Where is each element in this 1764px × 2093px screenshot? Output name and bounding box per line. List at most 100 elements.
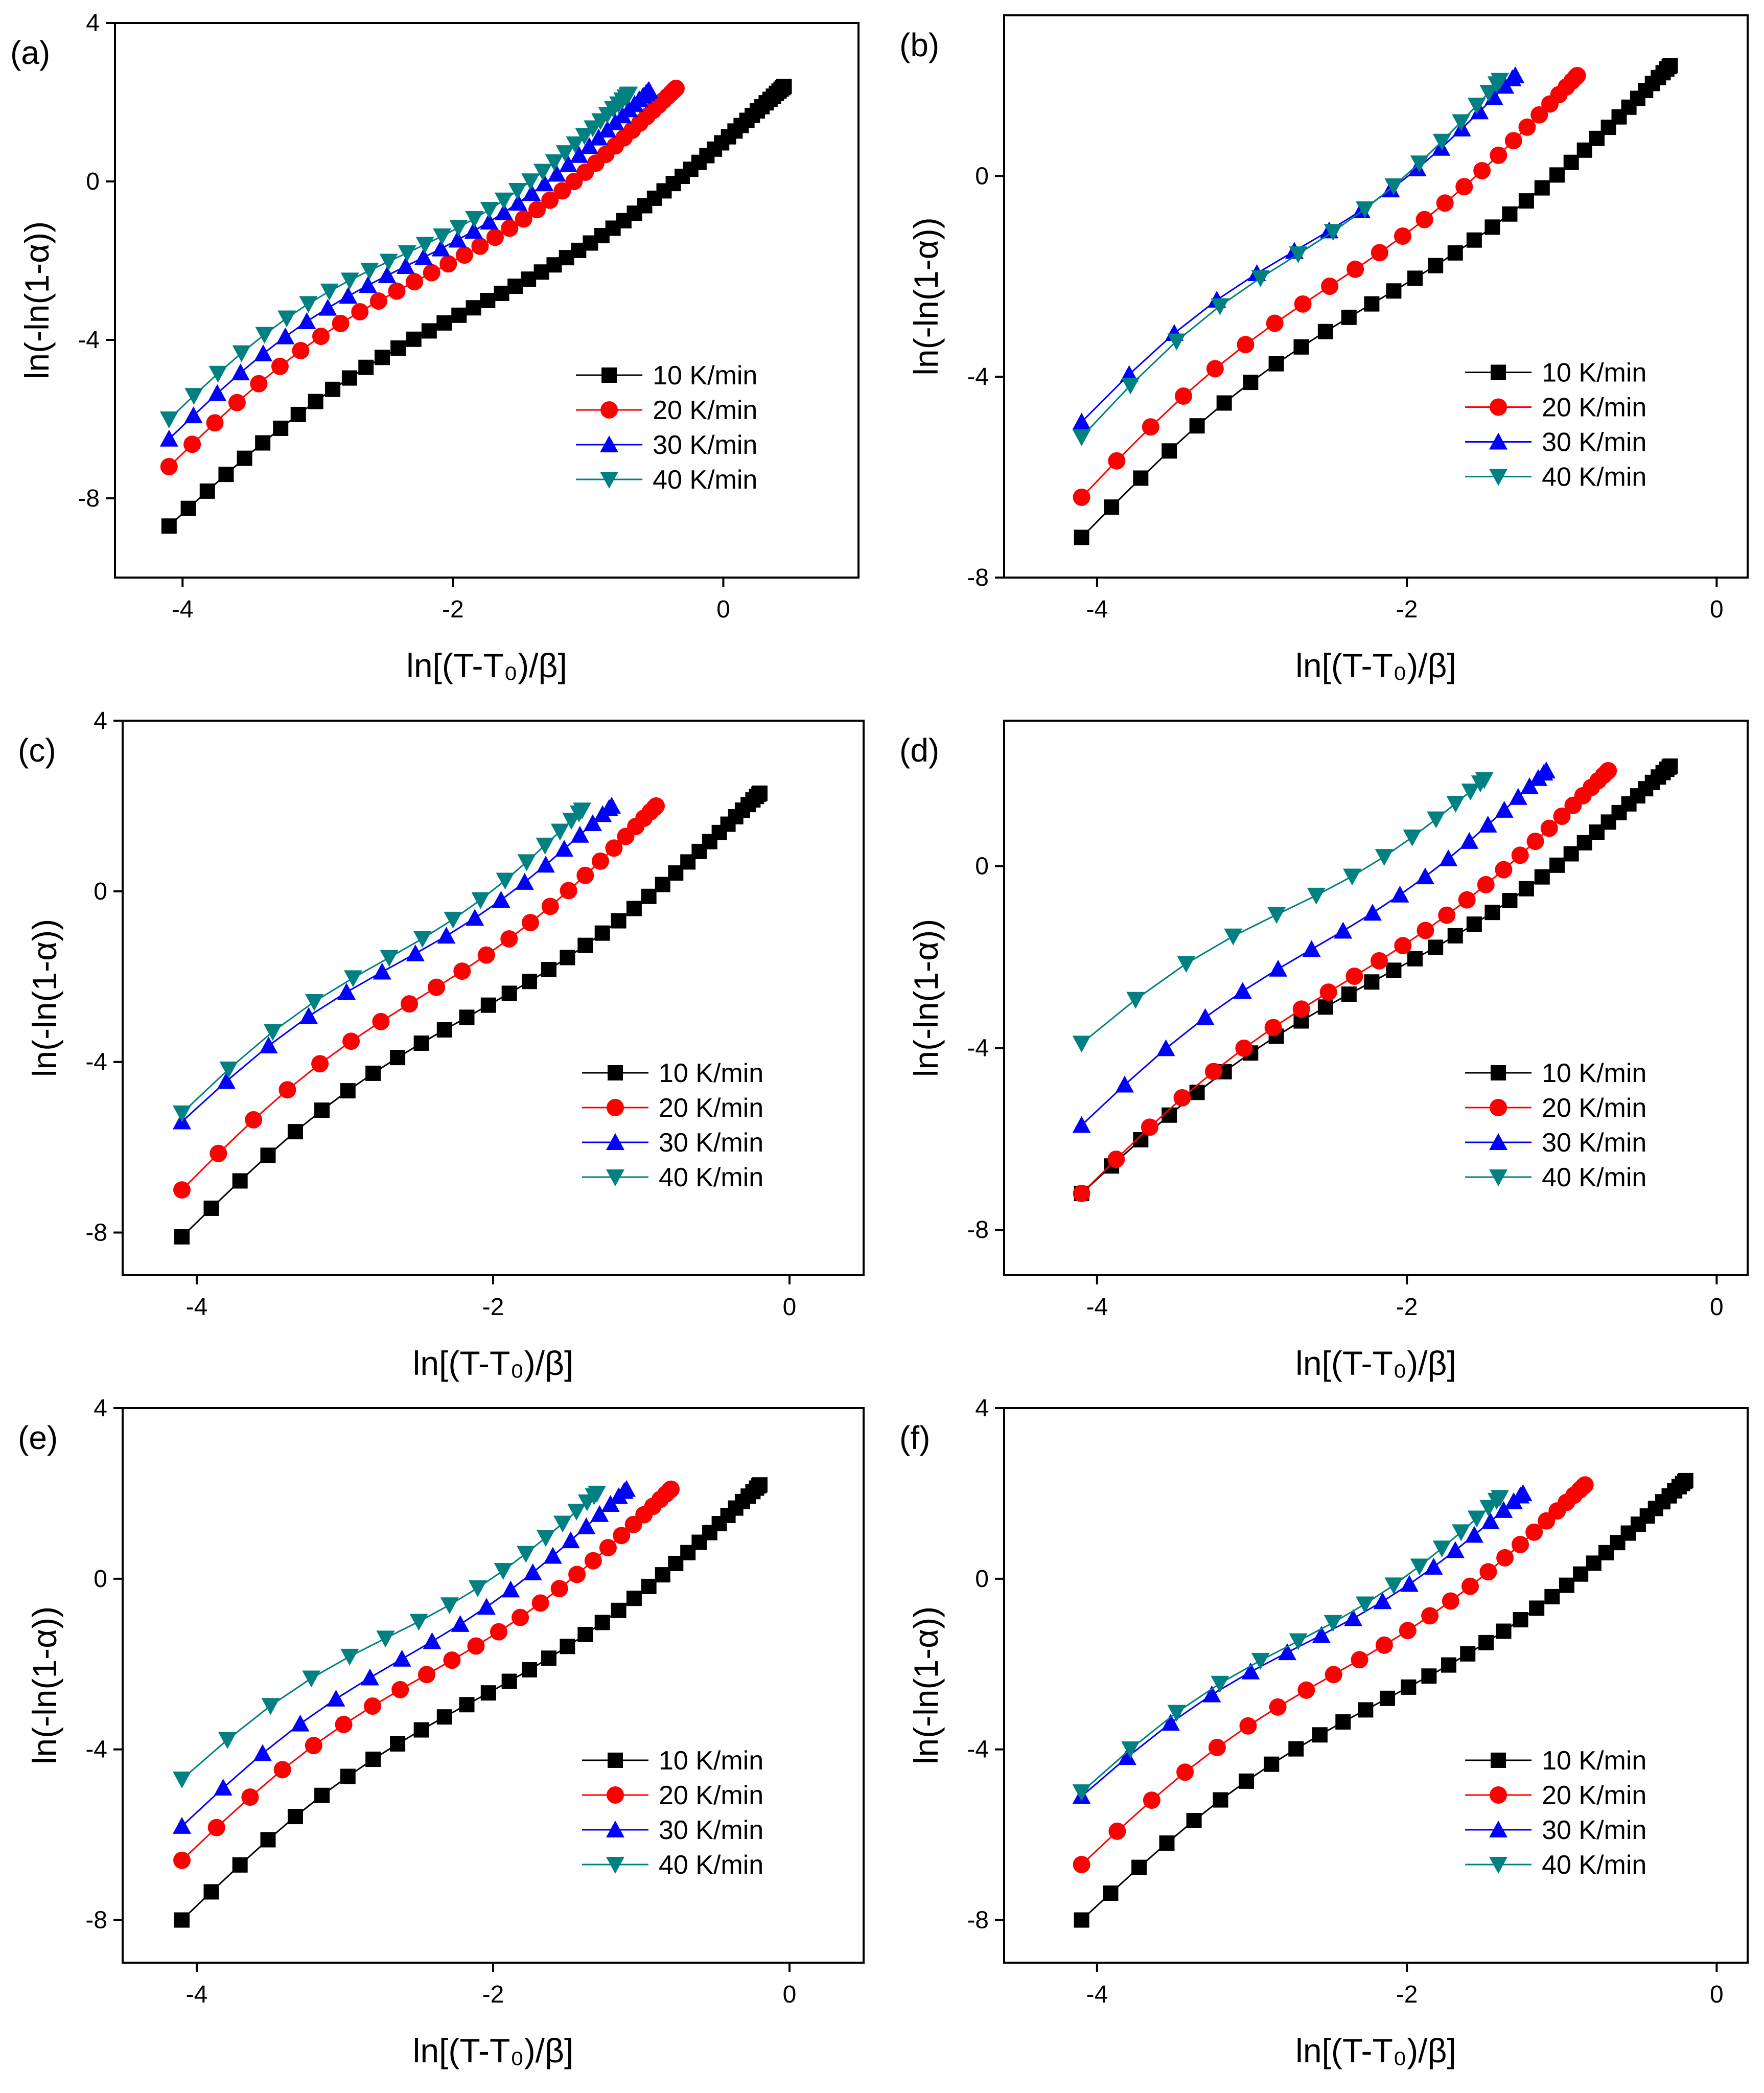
data-point	[1074, 1912, 1089, 1928]
data-point	[159, 411, 178, 428]
x-tick-label: -2	[1396, 1981, 1418, 2008]
data-point	[752, 785, 768, 801]
data-point	[290, 406, 306, 422]
data-point	[203, 1884, 219, 1900]
legend-label: 20 K/min	[659, 1093, 763, 1123]
x-tick-label: -4	[172, 596, 194, 623]
legend-marker	[608, 1065, 623, 1080]
y-tick-label: -8	[967, 1907, 989, 1934]
data-point	[1121, 1741, 1140, 1759]
data-point	[358, 359, 374, 375]
data-point	[1421, 1607, 1439, 1625]
data-point	[467, 1637, 485, 1655]
data-point	[436, 1022, 452, 1038]
data-point	[550, 823, 569, 841]
data-point	[259, 1037, 278, 1054]
data-point	[1407, 270, 1423, 286]
series-1	[174, 1477, 768, 1928]
data-point	[494, 285, 509, 301]
data-point	[406, 273, 424, 291]
data-point	[1502, 893, 1518, 909]
data-point	[1662, 758, 1678, 774]
data-point	[341, 370, 357, 386]
data-point	[1432, 133, 1451, 151]
data-point	[436, 1709, 452, 1725]
data-point	[413, 931, 432, 948]
data-point	[1491, 1490, 1509, 1507]
legend-label: 20 K/min	[659, 1781, 763, 1810]
data-point	[413, 1035, 429, 1051]
data-point	[523, 1563, 542, 1580]
data-point	[1072, 412, 1091, 430]
legend-label: 10 K/min	[1542, 1746, 1646, 1776]
data-point	[1403, 830, 1422, 847]
legend-label: 10 K/min	[653, 361, 757, 390]
legend-label: 40 K/min	[653, 465, 757, 495]
series-1	[161, 79, 792, 534]
legend-marker	[606, 1133, 624, 1150]
data-point	[214, 1779, 233, 1796]
data-point	[173, 1772, 191, 1789]
data-point	[1452, 114, 1471, 131]
data-point	[1072, 1116, 1091, 1133]
chart-panel: (b) -4 -2 0 -8 -4 0 ln[(T-T₀)/β] ln(-ln(1-α)) 10 …	[899, 14, 1749, 684]
data-point	[1494, 1501, 1513, 1518]
data-point	[541, 962, 556, 978]
data-point	[392, 1649, 411, 1667]
data-point	[466, 300, 481, 316]
data-point	[218, 1732, 237, 1749]
data-point	[380, 950, 399, 967]
legend-marker	[606, 1820, 624, 1837]
legend-marker	[600, 435, 619, 452]
data-point	[365, 1065, 381, 1081]
data-point	[299, 1007, 318, 1024]
series-line	[181, 805, 657, 1191]
data-point	[1335, 1714, 1351, 1730]
data-point	[232, 345, 251, 362]
data-point	[1446, 796, 1465, 813]
data-point	[1534, 869, 1550, 885]
data-point	[1447, 928, 1463, 944]
data-point	[1289, 1633, 1308, 1650]
data-point	[1238, 1773, 1254, 1789]
data-point	[439, 255, 457, 273]
data-point	[1118, 1748, 1136, 1765]
data-point	[372, 1013, 390, 1030]
data-point	[1121, 377, 1140, 395]
data-point	[494, 1562, 513, 1580]
data-point	[174, 1229, 190, 1245]
data-point	[1506, 66, 1525, 83]
data-point	[521, 271, 537, 287]
data-point	[428, 978, 446, 996]
data-point	[1678, 1473, 1693, 1488]
data-point	[528, 201, 546, 219]
data-point	[617, 1480, 636, 1497]
data-point	[364, 1697, 382, 1715]
legend-label: 20 K/min	[1542, 1781, 1646, 1810]
data-point	[436, 315, 452, 331]
data-point	[1553, 808, 1571, 825]
data-point	[1417, 922, 1434, 939]
data-point	[1176, 1763, 1194, 1781]
data-point	[515, 872, 534, 890]
data-point	[560, 1639, 575, 1654]
data-point	[1466, 232, 1482, 248]
data-point	[543, 1547, 562, 1564]
data-point	[560, 882, 577, 900]
data-point	[453, 962, 471, 980]
data-point	[1356, 1596, 1375, 1614]
data-point	[508, 194, 527, 211]
data-point	[1467, 98, 1486, 115]
data-point	[1491, 73, 1509, 90]
data-point	[1278, 1643, 1296, 1661]
data-point	[390, 340, 406, 356]
series-2	[1073, 1476, 1594, 1874]
data-point	[1496, 1549, 1514, 1567]
series-3	[173, 1480, 636, 1834]
data-point	[1251, 270, 1270, 287]
data-point	[1264, 1756, 1280, 1772]
data-point	[570, 146, 589, 163]
data-point	[1446, 1541, 1465, 1558]
data-point	[299, 296, 318, 313]
data-point	[1484, 905, 1500, 921]
